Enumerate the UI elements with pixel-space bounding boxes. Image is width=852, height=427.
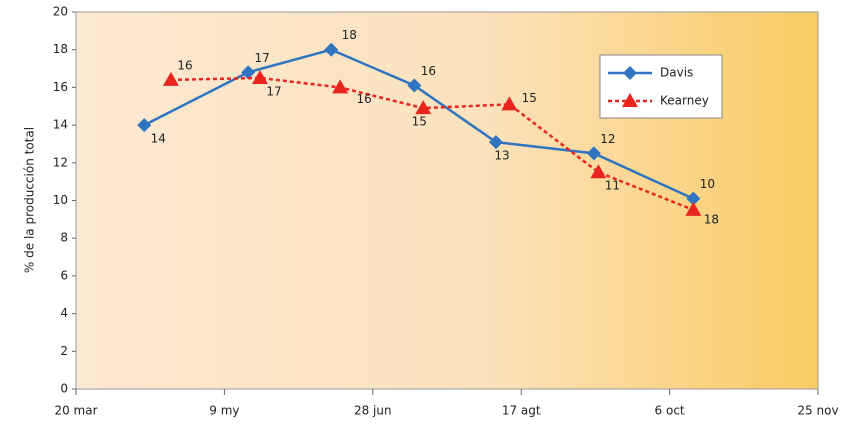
data-label: 18 — [342, 28, 357, 42]
data-label: 16 — [177, 58, 192, 72]
data-point — [586, 146, 601, 161]
x-tick-label: 17 agt — [502, 404, 541, 418]
data-point — [241, 65, 256, 80]
data-point — [415, 100, 432, 115]
data-point — [501, 96, 518, 111]
data-label: 15 — [522, 91, 537, 105]
data-label: 13 — [494, 149, 509, 163]
x-tick-label: 6 oct — [655, 404, 685, 418]
y-tick-label: 16 — [53, 80, 68, 94]
x-tick-label: 25 nov — [797, 404, 838, 418]
data-point — [162, 71, 179, 86]
data-label: 18 — [704, 212, 719, 226]
data-point — [407, 78, 422, 93]
y-tick-label: 6 — [60, 268, 68, 282]
x-tick-label: 28 jun — [354, 404, 392, 418]
data-point — [685, 201, 702, 216]
y-tick-label: 18 — [53, 42, 68, 56]
data-point — [137, 118, 152, 133]
data-label: 12 — [600, 132, 615, 146]
legend-marker — [622, 93, 638, 107]
x-tick-label: 20 mar — [54, 404, 97, 418]
data-point — [590, 164, 607, 179]
y-tick-label: 0 — [60, 382, 68, 396]
y-tick-label: 12 — [53, 155, 68, 169]
y-tick-label: 2 — [60, 344, 68, 358]
data-label: 17 — [255, 51, 270, 65]
data-point — [324, 42, 339, 57]
data-point — [252, 69, 269, 84]
legend-label: Kearney — [660, 94, 709, 108]
y-tick-label: 4 — [60, 306, 68, 320]
data-point — [332, 79, 349, 94]
data-label: 17 — [266, 84, 281, 98]
data-point — [488, 135, 503, 150]
y-tick-label: 20 — [53, 5, 68, 19]
data-label: 15 — [412, 115, 427, 129]
y-tick-label: 8 — [60, 231, 68, 245]
y-tick-label: 10 — [53, 193, 68, 207]
data-point — [686, 191, 701, 206]
data-label: 14 — [151, 132, 166, 146]
y-axis-label: % de la producción total — [23, 127, 37, 273]
data-label: 16 — [357, 92, 372, 106]
data-label: 10 — [700, 177, 715, 191]
x-tick-label: 9 my — [209, 404, 239, 418]
y-tick-label: 14 — [53, 118, 68, 132]
data-label: 11 — [605, 179, 620, 193]
legend — [599, 54, 723, 119]
legend-marker — [623, 66, 637, 80]
data-label: 16 — [421, 64, 436, 78]
legend-label: Davis — [660, 66, 693, 80]
